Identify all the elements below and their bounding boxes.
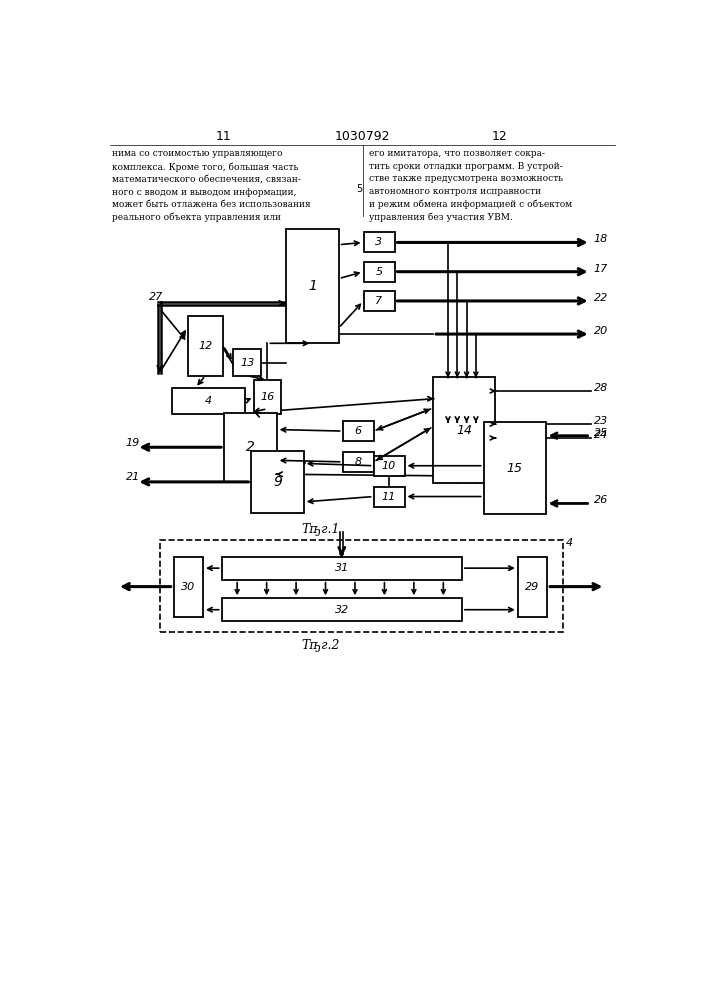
Text: 1: 1 (308, 279, 317, 293)
Text: 4: 4 (566, 538, 573, 548)
Bar (373, 456, 404, 476)
Text: 31: 31 (334, 563, 349, 573)
Text: 14: 14 (456, 424, 472, 437)
Bar (518, 557, 547, 617)
Text: 27: 27 (149, 292, 163, 302)
Text: 11: 11 (382, 492, 396, 502)
Text: 12: 12 (491, 130, 507, 143)
Text: 17: 17 (594, 264, 608, 274)
Text: 26: 26 (594, 495, 608, 505)
Text: 30: 30 (181, 582, 195, 592)
Bar (433, 377, 495, 483)
Text: 8: 8 (354, 457, 362, 467)
Bar (222, 598, 462, 621)
Text: 22: 22 (594, 293, 608, 303)
Text: 5: 5 (375, 267, 382, 277)
Text: 4: 4 (205, 396, 212, 406)
Text: 29: 29 (525, 582, 539, 592)
Text: 9: 9 (273, 475, 282, 489)
Bar (363, 291, 395, 311)
Bar (363, 262, 395, 282)
Text: 21: 21 (126, 472, 140, 482)
Bar (222, 557, 462, 580)
Text: 18: 18 (594, 234, 608, 244)
Text: 23: 23 (594, 416, 608, 426)
Bar (373, 487, 404, 507)
Bar (172, 388, 245, 414)
Bar (286, 229, 339, 343)
Bar (224, 413, 276, 482)
Text: 6: 6 (354, 426, 362, 436)
Bar (363, 232, 395, 252)
Text: 25: 25 (594, 428, 608, 438)
Text: 16: 16 (261, 392, 275, 402)
Text: 20: 20 (594, 326, 608, 336)
Text: 12: 12 (198, 341, 213, 351)
Bar (343, 452, 373, 472)
Text: его имитатора, что позволяет сокра-
тить сроки отладки программ. В устрой-
стве : его имитатора, что позволяет сокра- тить… (369, 149, 572, 222)
Text: Τҧг.2: Τҧг.2 (302, 639, 340, 652)
Text: 2: 2 (246, 440, 255, 454)
Text: 24: 24 (594, 430, 608, 440)
Bar (233, 349, 261, 376)
Bar (174, 557, 203, 617)
Text: 10: 10 (382, 461, 396, 471)
Bar (343, 421, 373, 441)
Bar (251, 451, 304, 513)
Bar (255, 380, 281, 414)
Text: Τҧг.1: Τҧг.1 (302, 523, 340, 536)
Text: 1030792: 1030792 (334, 130, 390, 143)
Bar (160, 540, 563, 632)
Text: 28: 28 (594, 383, 608, 393)
Text: 32: 32 (334, 605, 349, 615)
Text: 7: 7 (375, 296, 382, 306)
Text: 19: 19 (126, 438, 140, 448)
Bar (187, 316, 223, 376)
Text: 3: 3 (375, 237, 382, 247)
Text: нима со стоимостью управляющего
комплекса. Кроме того, большая часть
математичес: нима со стоимостью управляющего комплекс… (112, 149, 310, 222)
Text: 11: 11 (216, 130, 232, 143)
Text: 15: 15 (507, 462, 522, 475)
Text: 13: 13 (240, 358, 255, 368)
Bar (484, 422, 546, 514)
Text: 5: 5 (356, 184, 363, 194)
